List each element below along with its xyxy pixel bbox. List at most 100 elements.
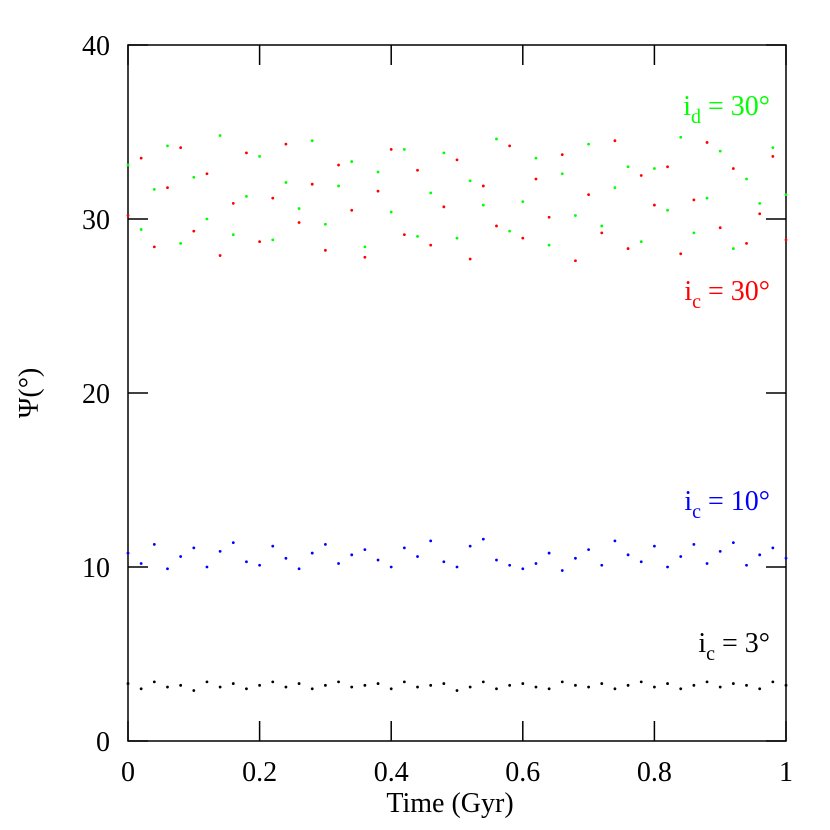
annotation: ic = 10° xyxy=(684,486,770,523)
point xyxy=(784,238,788,242)
point xyxy=(179,146,183,150)
point xyxy=(495,224,498,228)
point xyxy=(324,222,327,226)
point xyxy=(442,151,446,155)
point xyxy=(547,243,551,247)
point xyxy=(416,685,419,689)
point xyxy=(613,186,617,190)
point xyxy=(626,247,630,250)
point xyxy=(179,555,183,558)
point xyxy=(416,168,419,172)
point xyxy=(416,235,419,238)
y-axis-label: Ψ(°) xyxy=(14,368,45,419)
point xyxy=(731,682,735,685)
point xyxy=(653,685,656,689)
x-tick-label: 0.8 xyxy=(637,757,672,788)
point xyxy=(284,181,288,184)
point xyxy=(784,556,788,560)
point xyxy=(626,553,630,557)
point xyxy=(653,203,656,207)
point xyxy=(350,160,354,163)
y-tick-label: 20 xyxy=(82,379,110,410)
annotation-text: i xyxy=(698,628,706,659)
point xyxy=(495,137,498,141)
point xyxy=(402,546,406,550)
point xyxy=(310,551,314,555)
y-tick-label: 40 xyxy=(82,31,110,62)
point xyxy=(745,177,748,181)
point xyxy=(705,141,709,144)
point xyxy=(139,562,143,565)
point xyxy=(600,563,604,567)
point xyxy=(139,228,143,231)
point xyxy=(508,144,512,148)
point xyxy=(626,165,630,169)
annotation-subscript: c xyxy=(692,291,701,313)
point xyxy=(258,154,261,158)
point xyxy=(495,687,498,691)
point xyxy=(324,248,327,252)
annotation-subscript: c xyxy=(706,643,715,665)
annotation: id = 30° xyxy=(683,91,770,128)
point xyxy=(258,563,261,567)
point xyxy=(166,144,169,148)
point xyxy=(376,170,380,174)
point xyxy=(705,196,709,200)
point xyxy=(587,685,590,689)
point xyxy=(218,549,222,553)
point xyxy=(666,682,669,685)
point xyxy=(297,682,301,685)
point xyxy=(521,200,525,204)
point xyxy=(679,687,683,691)
point xyxy=(442,205,446,209)
point xyxy=(429,243,433,247)
point xyxy=(455,565,459,569)
x-tick-label: 0 xyxy=(121,757,135,788)
point xyxy=(534,685,538,689)
y-tick-label: 0 xyxy=(96,727,110,758)
point xyxy=(639,560,643,564)
point xyxy=(771,546,775,550)
point xyxy=(587,548,590,551)
annotation-text: i xyxy=(683,91,691,122)
point xyxy=(521,236,525,240)
point xyxy=(205,172,209,176)
point xyxy=(152,188,156,191)
point xyxy=(179,241,183,245)
annotation: ic = 3° xyxy=(698,628,770,665)
point xyxy=(192,229,196,233)
point xyxy=(442,560,446,564)
point xyxy=(521,682,525,685)
point xyxy=(547,215,551,219)
point xyxy=(376,189,380,193)
point xyxy=(205,680,209,684)
annotation-rest: = 30° xyxy=(701,91,770,122)
plot-frame xyxy=(127,44,787,742)
point xyxy=(639,680,643,684)
point xyxy=(402,680,406,684)
x-axis-label: Time (Gyr) xyxy=(386,788,513,819)
point xyxy=(455,689,459,692)
point xyxy=(271,238,275,242)
point xyxy=(389,148,393,151)
point xyxy=(363,245,367,249)
point xyxy=(166,567,169,571)
point xyxy=(758,687,762,691)
annotation-text: i xyxy=(684,486,692,517)
point xyxy=(310,687,314,691)
point xyxy=(731,247,735,250)
annotation-subscript: c xyxy=(692,501,701,523)
point xyxy=(350,685,354,689)
point xyxy=(271,544,275,548)
point xyxy=(442,682,446,685)
point xyxy=(376,682,380,685)
point xyxy=(231,233,235,237)
point xyxy=(547,687,551,691)
point xyxy=(705,562,709,565)
point xyxy=(600,224,604,228)
point xyxy=(363,255,367,259)
point xyxy=(218,134,222,137)
point xyxy=(468,685,472,689)
point xyxy=(205,217,209,221)
point xyxy=(284,556,288,560)
